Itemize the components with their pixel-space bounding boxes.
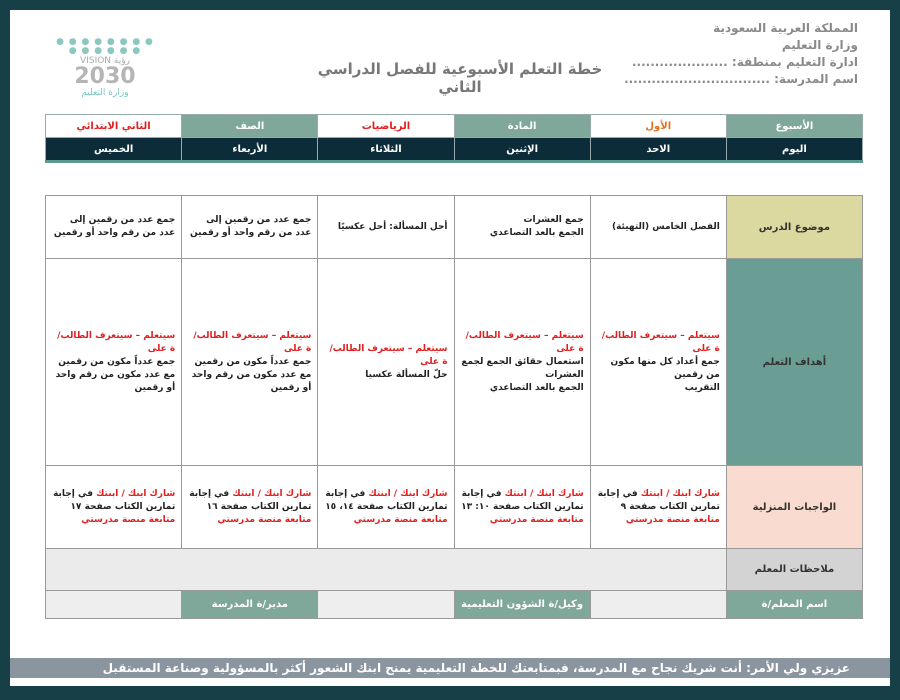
topic-cell: أحل المسألة: أحل عكسيًا (317, 195, 455, 259)
share-text: شارك ابنك / ابنتك (368, 488, 448, 499)
region-field: ادارة التعليم بمنطقة: ..................… (632, 55, 858, 69)
subject-value: الرياضيات (317, 114, 455, 138)
info-table: الأسبوع الأول المادة الرياضيات الصف الثا… (44, 114, 864, 161)
objective-prefix: سيتعلم – سيتعرف الطالب/ة على (193, 330, 312, 354)
topic-text: أحل المسألة: أحل عكسيًا (337, 221, 448, 232)
deputy-field[interactable] (317, 590, 455, 619)
day-header: الثلاثاء (317, 137, 455, 161)
logo-vision: VISION رؤية (80, 56, 130, 66)
grade-value: الثاني الابتدائي (44, 114, 183, 138)
share-text: شارك ابنك / ابنتك (232, 488, 312, 499)
vision-2030-logo: ● ● ● ● ● ● ● ● ● ● ● ● ● ● VISION رؤية 2… (50, 38, 160, 113)
logo-ministry: وزارة التعليم (81, 88, 129, 98)
share-text: شارك ابنك / ابنتك (640, 488, 720, 499)
share-rest: في إجابة (597, 488, 641, 499)
objective-prefix: سيتعلم – سيتعرف الطالب/ة على (601, 330, 720, 354)
share-rest: في إجابة (461, 488, 505, 499)
objective-cell: سيتعلم – سيتعرف الطالب/ة على جمع أعداد كل… (589, 258, 727, 466)
day-header: الإثنين (453, 137, 591, 161)
topic-text: الفصل الخامس (التهيئة) (611, 221, 720, 232)
homework-text: تمارين الكتاب صفحة ٩ (620, 501, 720, 512)
notes-label: ملاحظات المعلم (725, 548, 864, 591)
objective-text: جمع عدداً مكون من رقمين مع عدد مكون من ر… (191, 356, 312, 393)
header-org: المملكة العربية السعودية وزارة التعليم ا… (624, 20, 858, 88)
share-rest: في إجابة (325, 488, 369, 499)
notes-field[interactable] (45, 548, 727, 591)
principal-field[interactable] (44, 590, 183, 619)
follow-text: متابعة منصة مدرستي (353, 514, 448, 525)
objective-prefix: سيتعلم – سيتعرف الطالب/ة على (57, 330, 176, 354)
teacher-field[interactable] (589, 590, 727, 619)
homework-text: تمارين الكتاب صفحة ١٠: ١٣ (461, 501, 584, 512)
share-rest: في إجابة (189, 488, 233, 499)
follow-text: متابعة منصة مدرستي (81, 514, 176, 525)
deputy-label: وكيل/ة الشؤون التعليمية (453, 590, 591, 619)
objective-cell: سيتعلم – سيتعرف الطالب/ة على جمع عدداً مك… (44, 258, 183, 466)
topic-cell: جمع عدد من رقمين إلى عدد من رقم واحد أو … (44, 195, 183, 259)
kingdom-text: المملكة العربية السعودية (713, 21, 858, 35)
teacher-label: اسم المعلم/ة (725, 590, 864, 619)
topic-label: موضوع الدرس (725, 195, 864, 259)
follow-text: متابعة منصة مدرستي (625, 514, 720, 525)
page: المملكة العربية السعودية وزارة التعليم ا… (10, 10, 890, 686)
day-header: الأربعاء (181, 137, 319, 161)
topic-text: جمع عدد من رقمين إلى عدد من رقم واحد أو … (190, 215, 312, 238)
day-header: اليوم (725, 137, 864, 161)
homework-text: تمارين الكتاب صفحة ١٦ (206, 501, 312, 512)
principal-label: مدير/ة المدرسة (181, 590, 319, 619)
topic-text: جمع عدد من رقمين إلى عدد من رقم واحد أو … (53, 215, 176, 238)
school-field: اسم المدرسة: ...........................… (624, 72, 858, 86)
homework-cell: شارك ابنك / ابنتك في إجابة تمارين الكتاب … (181, 465, 319, 549)
objective-text: جمع أعداد كل منها مكون من رقمين التقريب (610, 356, 720, 393)
objective-text: استعمال حقائق الجمع لجمع العشرات الجمع با… (461, 356, 584, 393)
share-text: شارك ابنك / ابنتك (96, 488, 176, 499)
week-label: الأسبوع (725, 114, 864, 138)
homework-text: تمارين الكتاب صفحة ١٤، ١٥ (325, 501, 448, 512)
homework-cell: شارك ابنك / ابنتك في إجابة تمارين الكتاب … (589, 465, 727, 549)
homework-text: تمارين الكتاب صفحة ١٧ (70, 501, 176, 512)
grade-label: الصف (181, 114, 319, 138)
week-value: الأول (589, 114, 727, 138)
page-title: خطة التعلم الأسبوعية للفصل الدراسي الثان… (317, 60, 603, 96)
objective-prefix: سيتعلم – سيتعرف الطالب/ة على (465, 330, 584, 354)
objective-text: جمع عدداً مكون من رقمين مع عدد مكون من ر… (55, 356, 176, 393)
logo-year: 2030 (74, 64, 136, 89)
ministry-text: وزارة التعليم (781, 38, 858, 52)
day-header: الخميس (44, 137, 183, 161)
objective-cell: سيتعلم – سيتعرف الطالب/ة على حلّ المسألة … (317, 258, 455, 466)
day-header: الاحد (589, 137, 727, 161)
share-rest: في إجابة (53, 488, 97, 499)
topic-cell: جمع العشرات الجمع بالعد التصاعدي (453, 195, 591, 259)
topic-cell: جمع عدد من رقمين إلى عدد من رقم واحد أو … (181, 195, 319, 259)
footer-banner: عزيزي ولي الأمر: أنت شريك نجاح مع المدرس… (10, 658, 890, 678)
objective-prefix: سيتعلم – سيتعرف الطالب/ة على (329, 343, 448, 367)
follow-text: متابعة منصة مدرستي (217, 514, 312, 525)
objective-cell: سيتعلم – سيتعرف الطالب/ة على جمع عدداً مك… (181, 258, 319, 466)
homework-cell: شارك ابنك / ابنتك في إجابة تمارين الكتاب … (44, 465, 183, 549)
topic-text: جمع العشرات الجمع بالعد التصاعدي (489, 215, 584, 238)
homework-cell: شارك ابنك / ابنتك في إجابة تمارين الكتاب … (317, 465, 455, 549)
share-text: شارك ابنك / ابنتك (504, 488, 584, 499)
objective-text: حلّ المسألة عكسيا (365, 369, 448, 380)
follow-text: متابعة منصة مدرستي (489, 514, 584, 525)
plan-table: موضوع الدرس الفصل الخامس (التهيئة) جمع ال… (44, 195, 864, 619)
homework-cell: شارك ابنك / ابنتك في إجابة تمارين الكتاب … (453, 465, 591, 549)
divider (45, 160, 863, 163)
homework-label: الواجبات المنزلية (725, 465, 864, 549)
objective-cell: سيتعلم – سيتعرف الطالب/ة على استعمال حقائ… (453, 258, 591, 466)
objectives-label: أهداف التعلم (725, 258, 864, 466)
topic-cell: الفصل الخامس (التهيئة) (589, 195, 727, 259)
subject-label: المادة (453, 114, 591, 138)
